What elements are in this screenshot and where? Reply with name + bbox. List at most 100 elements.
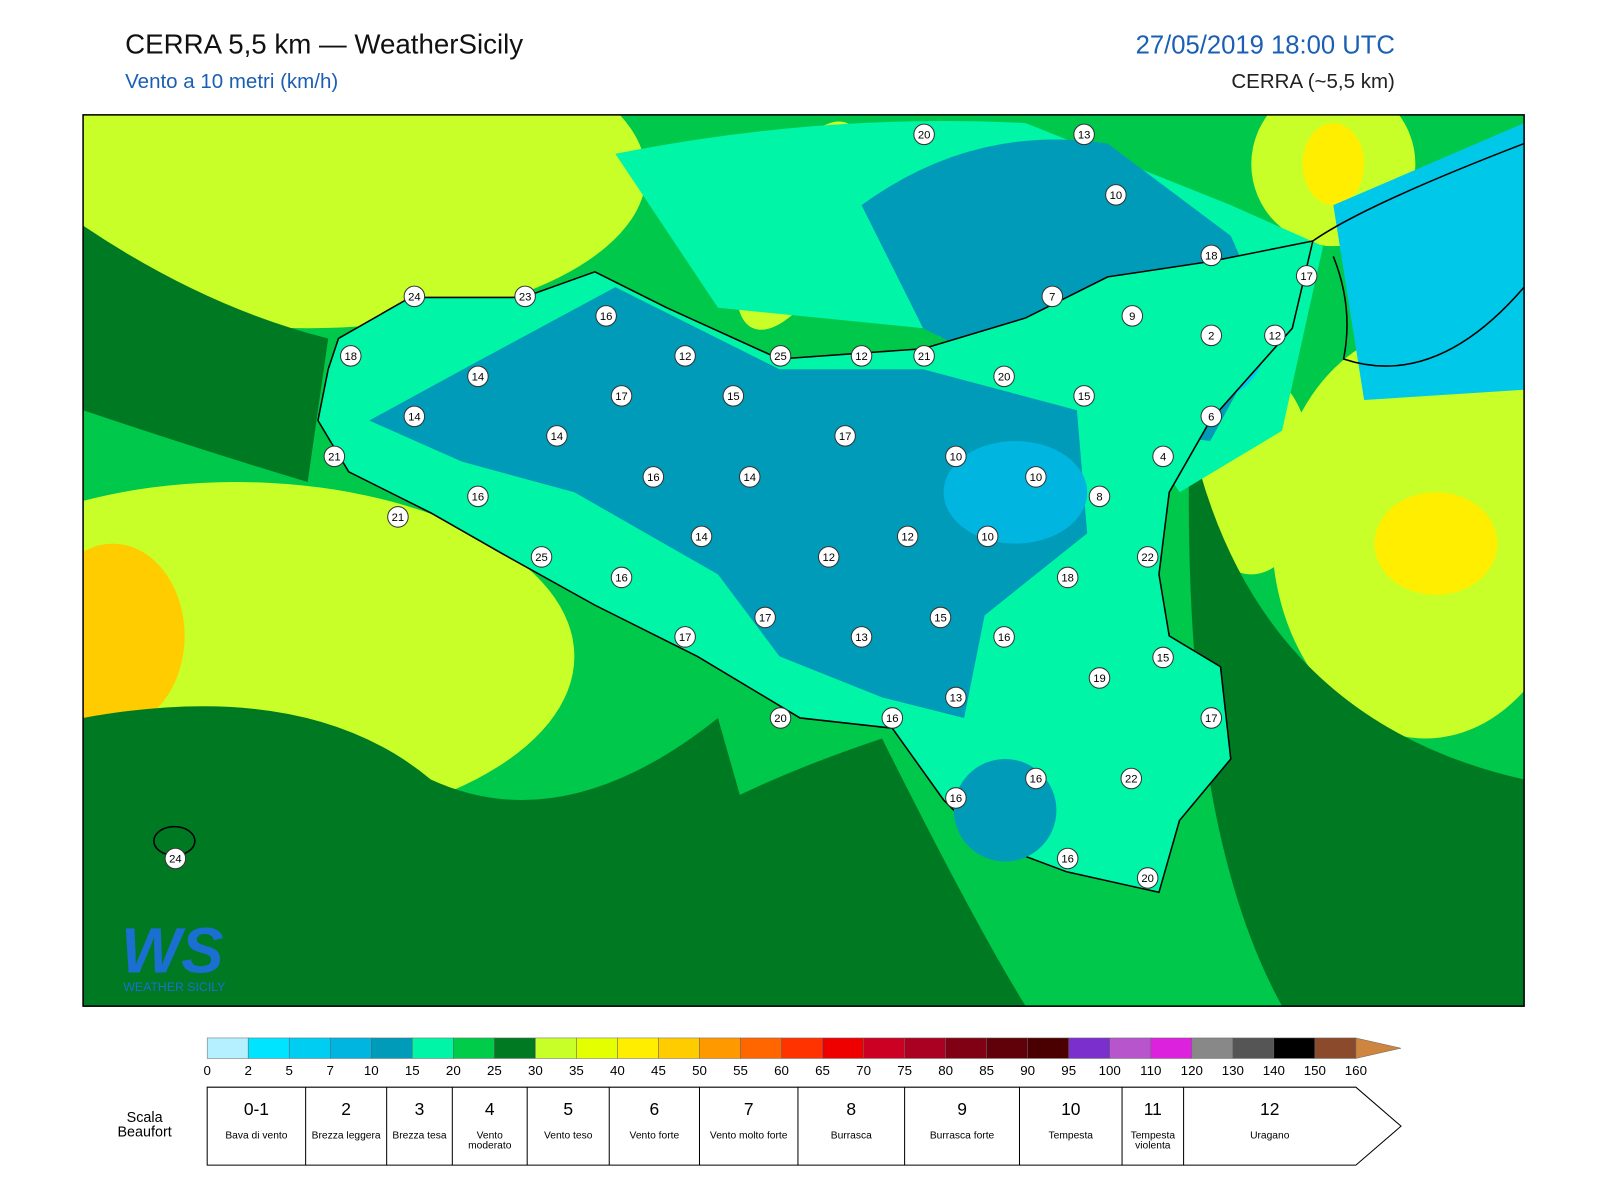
- beaufort-force: 5: [563, 1099, 573, 1119]
- station-value: 16: [1030, 774, 1043, 786]
- station-marker: [834, 425, 856, 447]
- subtitle: Vento a 10 metri (km/h): [125, 70, 338, 93]
- station-marker: [976, 525, 999, 548]
- beaufort-force: 4: [485, 1099, 495, 1119]
- station-value: 14: [551, 431, 564, 443]
- station-marker: [722, 385, 745, 407]
- station-value: 24: [169, 854, 182, 866]
- station-marker: [1152, 646, 1174, 669]
- colorbar-tick-label: 20: [446, 1063, 461, 1078]
- beaufort-force: 3: [415, 1099, 425, 1119]
- station-value: 18: [1205, 250, 1218, 262]
- station-value: 13: [950, 693, 963, 705]
- station-marker: [1200, 244, 1223, 267]
- station-value: 15: [934, 613, 947, 625]
- colorbar-segment: [740, 1037, 782, 1059]
- map-frame: [82, 114, 1525, 1007]
- beaufort-label: Bava di vento: [225, 1131, 288, 1142]
- beaufort-force: 10: [1061, 1099, 1081, 1119]
- station-value: 16: [950, 793, 963, 805]
- beaufort-label: Vento forte: [629, 1131, 680, 1142]
- beaufort-label-box: Bava di vento: [225, 1131, 288, 1142]
- colorbar-tick-label: 5: [286, 1063, 293, 1078]
- station-marker: [674, 626, 696, 648]
- colorbar-segment: [1191, 1037, 1234, 1059]
- station-marker: [1041, 285, 1064, 308]
- colorbar-segment: [658, 1037, 700, 1059]
- station-value: 16: [615, 573, 628, 585]
- colorbar-tick-label: 40: [610, 1063, 625, 1078]
- colorbar-tick-label: 7: [327, 1063, 334, 1078]
- station-marker: [1073, 123, 1095, 146]
- station-marker: [642, 466, 665, 488]
- beaufort-label-box: Vento moderato: [468, 1131, 512, 1152]
- station-marker: [1200, 405, 1223, 428]
- station-marker: [850, 345, 873, 367]
- colorbar-segment: [986, 1037, 1028, 1059]
- colorbar-segment: [781, 1037, 823, 1059]
- beaufort-label: Uragano: [1250, 1131, 1290, 1142]
- colorbar-segment: [247, 1037, 290, 1059]
- station-marker: [514, 285, 536, 308]
- colorbar-segment: [288, 1037, 331, 1059]
- station-marker: [1136, 546, 1159, 568]
- colorbar-segment: [412, 1037, 454, 1059]
- station-marker: [674, 345, 696, 367]
- station-value: 22: [1125, 774, 1138, 786]
- station-value: 12: [1269, 330, 1282, 342]
- beaufort-label-box: Burrasca: [831, 1131, 872, 1141]
- station-marker: [323, 445, 346, 468]
- station-value: 4: [1160, 452, 1166, 464]
- station-value: 17: [1205, 713, 1218, 725]
- beaufort-force: 12: [1260, 1099, 1279, 1119]
- station-marker: [993, 365, 1015, 388]
- station-value: 12: [855, 351, 868, 363]
- station-value: 8: [1096, 492, 1102, 504]
- colorbar-tick-label: 45: [651, 1063, 666, 1078]
- beaufort-label: Vento moderato: [468, 1131, 512, 1152]
- station-value: 21: [918, 351, 931, 363]
- station-marker: [1088, 667, 1111, 689]
- station-value: 18: [1061, 573, 1074, 585]
- station-marker: [1200, 324, 1223, 347]
- beaufort-label-box: Vento teso: [544, 1131, 592, 1141]
- colorbar-tick-label: 85: [979, 1063, 994, 1078]
- beaufort-force: 8: [846, 1099, 856, 1119]
- station-marker: [1056, 847, 1079, 870]
- station-marker: [467, 485, 489, 508]
- beaufort-title-box: Scala Beaufort: [117, 1110, 171, 1139]
- station-marker: [1073, 385, 1095, 407]
- station-marker: [817, 546, 840, 568]
- station-value: 25: [774, 351, 787, 363]
- station-value: 22: [1141, 552, 1154, 564]
- beaufort-label-box: Burrasca forte: [930, 1131, 994, 1141]
- colorbar-segment: [1273, 1037, 1316, 1059]
- beaufort-force: 7: [744, 1099, 754, 1119]
- station-marker: [467, 365, 489, 388]
- station-marker: [403, 285, 426, 308]
- colorbar-tick-label: 140: [1263, 1063, 1285, 1078]
- colorbar-segment: [863, 1037, 905, 1059]
- colorbar-arrow: [1355, 1037, 1402, 1059]
- station-value: 9: [1129, 311, 1135, 323]
- colorbar-tick-label: 60: [774, 1063, 789, 1078]
- beaufort-force: 6: [650, 1099, 660, 1119]
- station-value: 17: [615, 391, 628, 403]
- colorbar-segment: [1109, 1037, 1152, 1059]
- station-marker: [913, 123, 935, 146]
- station-marker: [610, 385, 633, 407]
- colorbar-tick-label: 100: [1099, 1063, 1121, 1078]
- station-marker: [1200, 707, 1223, 729]
- logo-text: WEATHER SICILY: [123, 980, 225, 994]
- station-value: 17: [1300, 271, 1313, 283]
- station-value: 7: [1049, 292, 1055, 304]
- colorbar-tick-label: 80: [938, 1063, 953, 1078]
- station-value: 17: [839, 431, 852, 443]
- beaufort-label: Tempesta: [1048, 1131, 1093, 1142]
- station-value: 13: [855, 632, 868, 644]
- station-value: 25: [535, 552, 548, 564]
- beaufort-label-box: Brezza tesa: [392, 1131, 446, 1141]
- colorbar-tick-label: 70: [856, 1063, 871, 1078]
- station-marker: [769, 707, 792, 729]
